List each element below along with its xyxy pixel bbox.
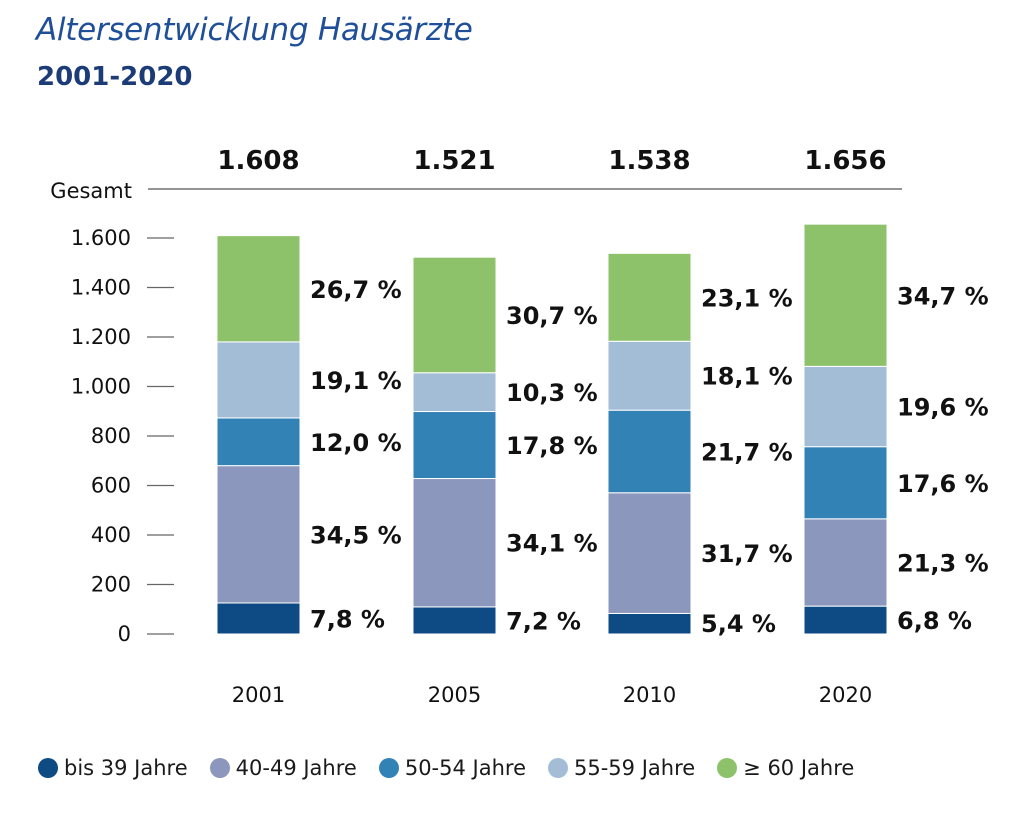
total-value-label: 1.521	[413, 146, 495, 176]
y-tick-label: 1.600	[71, 226, 131, 250]
percent-label: 6,8 %	[897, 607, 972, 635]
legend-swatch	[209, 758, 230, 778]
legend-label: ≥ 60 Jahre	[743, 756, 855, 780]
bar-segment	[216, 417, 301, 467]
x-tick-label: 2005	[428, 683, 481, 707]
bar-segment	[607, 409, 692, 494]
legend-item: ≥ 60 Jahre	[717, 756, 854, 780]
bar-segment	[607, 492, 692, 614]
percent-label: 5,4 %	[701, 610, 776, 638]
bar-segment	[216, 341, 301, 419]
y-tick-label: 600	[91, 474, 131, 498]
percent-label: 17,6 %	[897, 470, 989, 498]
legend-swatch	[38, 758, 58, 778]
bar-segment	[216, 465, 301, 604]
bar-segment	[803, 446, 888, 520]
percent-label: 30,7 %	[506, 302, 598, 330]
total-value-label: 1.656	[804, 146, 886, 176]
bar-segment	[803, 518, 888, 607]
bar-segment	[803, 605, 888, 635]
percent-label: 19,6 %	[897, 394, 989, 422]
bar-segment	[216, 235, 301, 343]
legend-swatch	[548, 758, 568, 778]
labels: 2001 1.608 7,8 % 34,5 % 12,0 % 19,1 % 26,7 % 20…	[217, 146, 988, 707]
percent-label: 17,8 %	[506, 432, 598, 460]
percent-label: 26,7 %	[310, 276, 402, 304]
bar-segment	[607, 340, 692, 411]
percent-label: 34,1 %	[506, 530, 598, 558]
y-axis: 0 200 400 600 800 1.000 1.200 1.400 1.600	[71, 226, 174, 646]
total-value-label: 1.538	[608, 146, 690, 176]
y-tick-label: 0	[118, 622, 131, 646]
y-tick-label: 200	[91, 573, 131, 597]
legend-swatch	[717, 758, 738, 778]
percent-label: 21,3 %	[897, 549, 989, 577]
total-label: Gesamt	[50, 179, 132, 203]
percent-label: 31,7 %	[701, 540, 793, 568]
legend-item: 55-59 Jahre	[548, 756, 695, 780]
percent-label: 34,7 %	[897, 282, 989, 310]
legend-label: 55-59 Jahre	[574, 756, 696, 780]
percent-label: 10,3 %	[506, 379, 598, 407]
bar-segment	[607, 252, 692, 342]
x-tick-label: 2001	[232, 683, 285, 707]
legend-label: 40-49 Jahre	[235, 756, 357, 780]
percent-label: 7,8 %	[310, 605, 385, 633]
legend-item: bis 39 Jahre	[38, 756, 188, 780]
chart-title: Altersentwicklung Hausärzte	[36, 12, 473, 48]
bar-segment	[216, 602, 301, 635]
percent-label: 19,1 %	[310, 367, 402, 395]
y-tick-label: 1.200	[71, 325, 131, 349]
bar-segment	[412, 372, 497, 413]
legend-label: 50-54 Jahre	[404, 756, 526, 780]
bars	[216, 223, 888, 635]
bar-segment	[412, 256, 497, 374]
bar-segment	[803, 365, 888, 448]
legend-item: 50-54 Jahre	[378, 756, 526, 780]
bar-segment	[412, 478, 497, 608]
percent-label: 18,1 %	[701, 363, 793, 391]
percent-label: 12,0 %	[310, 429, 402, 457]
y-tick-label: 400	[91, 523, 131, 547]
x-tick-label: 2020	[819, 683, 872, 707]
percent-label: 34,5 %	[310, 521, 402, 549]
percent-label: 21,7 %	[701, 438, 793, 466]
legend-label: bis 39 Jahre	[64, 756, 188, 780]
bar-segment	[412, 606, 497, 635]
y-tick-label: 800	[91, 424, 131, 448]
bar-segment	[607, 612, 692, 635]
y-tick-label: 1.400	[71, 276, 131, 300]
y-tick-label: 1.000	[71, 375, 131, 399]
x-tick-label: 2010	[623, 683, 676, 707]
legend-swatch	[378, 758, 399, 778]
legend: bis 39 Jahre 40-49 Jahre 50-54 Jahre 55-59 …	[38, 756, 854, 780]
percent-label: 23,1 %	[701, 284, 793, 312]
bar-segment	[412, 411, 497, 480]
chart-subtitle: 2001-2020	[37, 62, 193, 92]
legend-item: 40-49 Jahre	[209, 756, 357, 780]
percent-label: 7,2 %	[506, 607, 581, 635]
total-value-label: 1.608	[217, 146, 299, 176]
bar-segment	[803, 223, 888, 367]
